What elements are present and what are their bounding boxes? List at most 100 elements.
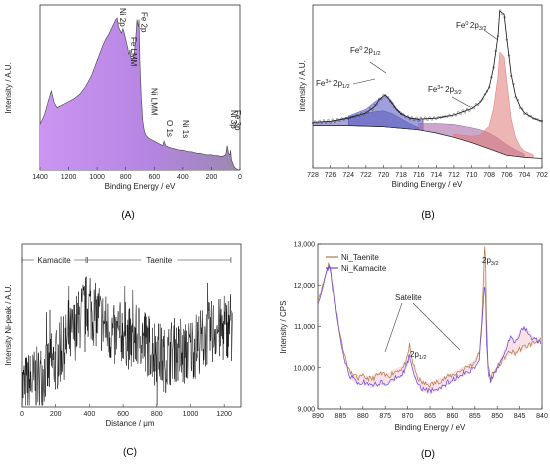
a-xtick-label: 1400 [32,174,48,181]
d-xtick-label: 845 [514,413,526,420]
peak-label-a: Fe 3p [233,110,242,131]
peak-orbital: 2p [482,256,491,265]
panel-d: 890 885 880 875 870 865 860 855 850 845 840 9,000 10… [279,242,548,461]
satellite-arrow [384,302,403,353]
peak-label-a: Ni 3p [229,110,238,129]
xlabel-c: Distance / μm [105,419,154,428]
annotation-arrow [369,61,387,74]
b-xtick-label: 716 [413,172,425,179]
panel-b: 728 726 724 722 720 718 716 714 712 710 708 706 704 7… [298,4,548,221]
a-xtick-label: 600 [148,174,160,181]
b-xtick-label: 702 [536,172,548,179]
axes-frame-b [312,4,543,169]
b-xtick-label: 704 [519,172,531,179]
data-markers [311,9,544,125]
c-xtick-label: 200 [50,411,62,418]
peak-label-orbital: 2p [333,79,342,88]
b-xtick-label: 728 [307,172,319,179]
peak-label-element: Fe [350,46,360,55]
peak-label-a: Ni 2p [118,8,127,27]
peak-label-b: Fe0 2p3/2 [456,21,486,32]
d-ytick-label: 13,000 [294,242,316,249]
peak-label-a: Ni LMM [150,88,159,116]
legend-entry: Ni_Taenite [341,253,379,262]
b-xtick-label: 710 [466,172,478,179]
xlabel-a: Binding Energy / eV [105,182,176,191]
satellite-label: Satelite [395,293,422,302]
ylabel-d: Intensity / CPS [279,301,288,354]
b-xtick-label: 718 [395,172,407,179]
c-xtick-label: 1200 [216,411,232,418]
peak-label-orbital: 2p [470,21,479,30]
ylabel-a: Intensity / A.U. [4,62,13,114]
d-xtick-label: 875 [379,413,391,420]
region-label: Taenite [146,256,172,265]
a-xtick-label: 200 [206,174,218,181]
a-xtick-label: 1200 [61,174,77,181]
xlabel-b: Binding Energy / eV [392,180,463,189]
b-xtick-label: 722 [360,172,372,179]
peak-label-orbital: 2p [445,85,454,94]
d-ytick-label: 10,000 [294,365,316,372]
b-xtick-label: 708 [483,172,495,179]
peak-2p32-label: 2p3/2 [482,256,499,267]
panel-label-b: (B) [421,210,434,221]
peak-label-b: Fe3+ 2p3/2 [428,85,462,96]
d-xtick-label: 865 [424,413,436,420]
peak-label-a: O 1s [165,120,174,137]
peak-label-orbital: 2p [364,46,373,55]
peak-orbital: 2p [410,350,419,359]
peak-label-element: Fe [456,21,466,30]
survey-spectrum-area [40,18,240,170]
peak-label-a: Ni 1s [181,120,190,138]
b-xtick-label: 724 [342,172,354,179]
peak-label-element: Fe [428,85,438,94]
xlabel-d: Binding Energy / eV [395,423,466,432]
peak-label-spin: 1/2 [373,51,381,57]
axes-frame-c [21,243,242,408]
d-xtick-label: 855 [469,413,481,420]
ylabel-b: Intensity / A.U. [298,60,307,112]
peak-2p12-label: 2p1/2 [410,350,427,361]
d-xtick-label: 885 [335,413,347,420]
b-xtick-label: 714 [430,172,442,179]
legend-entry: Ni_Kamacite [341,264,387,273]
a-xtick-label: 800 [120,174,132,181]
annotation-arrow [483,29,499,41]
peak-spin: 3/2 [491,261,499,267]
peak-label-b: Fe0 2p1/2 [350,46,380,57]
peak-label-spin: 1/2 [342,84,350,90]
peak-label-oxidation: 0 [359,46,362,52]
satellite-arrow [412,302,461,351]
annotation-arrow [352,78,376,85]
d-xtick-label: 870 [402,413,414,420]
panel-c: Kamacite Taenite 0 200 400 600 800 1000 1200 Di… [4,243,242,458]
d-ytick-label: 11,000 [294,324,315,331]
ylabel-c: Intensity Ni-peak / A.U. [4,284,13,365]
b-xtick-label: 712 [448,172,460,179]
b-xtick-label: 720 [378,172,390,179]
c-xtick-label: 600 [117,411,129,418]
survey-spectrum-line [39,17,240,171]
b-xtick-label: 706 [501,172,513,179]
c-xtick-label: 1000 [183,411,199,418]
background-line [313,125,543,159]
a-xtick-label: 400 [177,174,189,181]
peak-label-spin: 3/2 [454,90,462,96]
legend: Ni_Taenite Ni_Kamacite [326,253,387,273]
d-xtick-label: 880 [357,413,369,420]
panel-label-d: (D) [421,449,435,460]
peak-label-a: Fe 2p [139,12,148,33]
d-xtick-label: 840 [536,413,548,420]
c-xtick-label: 0 [20,411,24,418]
region-label-bg [141,255,178,264]
peak-label-a: Fe LMM [129,37,138,67]
taenite-series [317,246,542,389]
peak-spin: 1/2 [419,355,427,361]
peak-label-oxidation: 3+ [325,79,331,85]
d-ytick-label: 12,000 [294,283,316,290]
